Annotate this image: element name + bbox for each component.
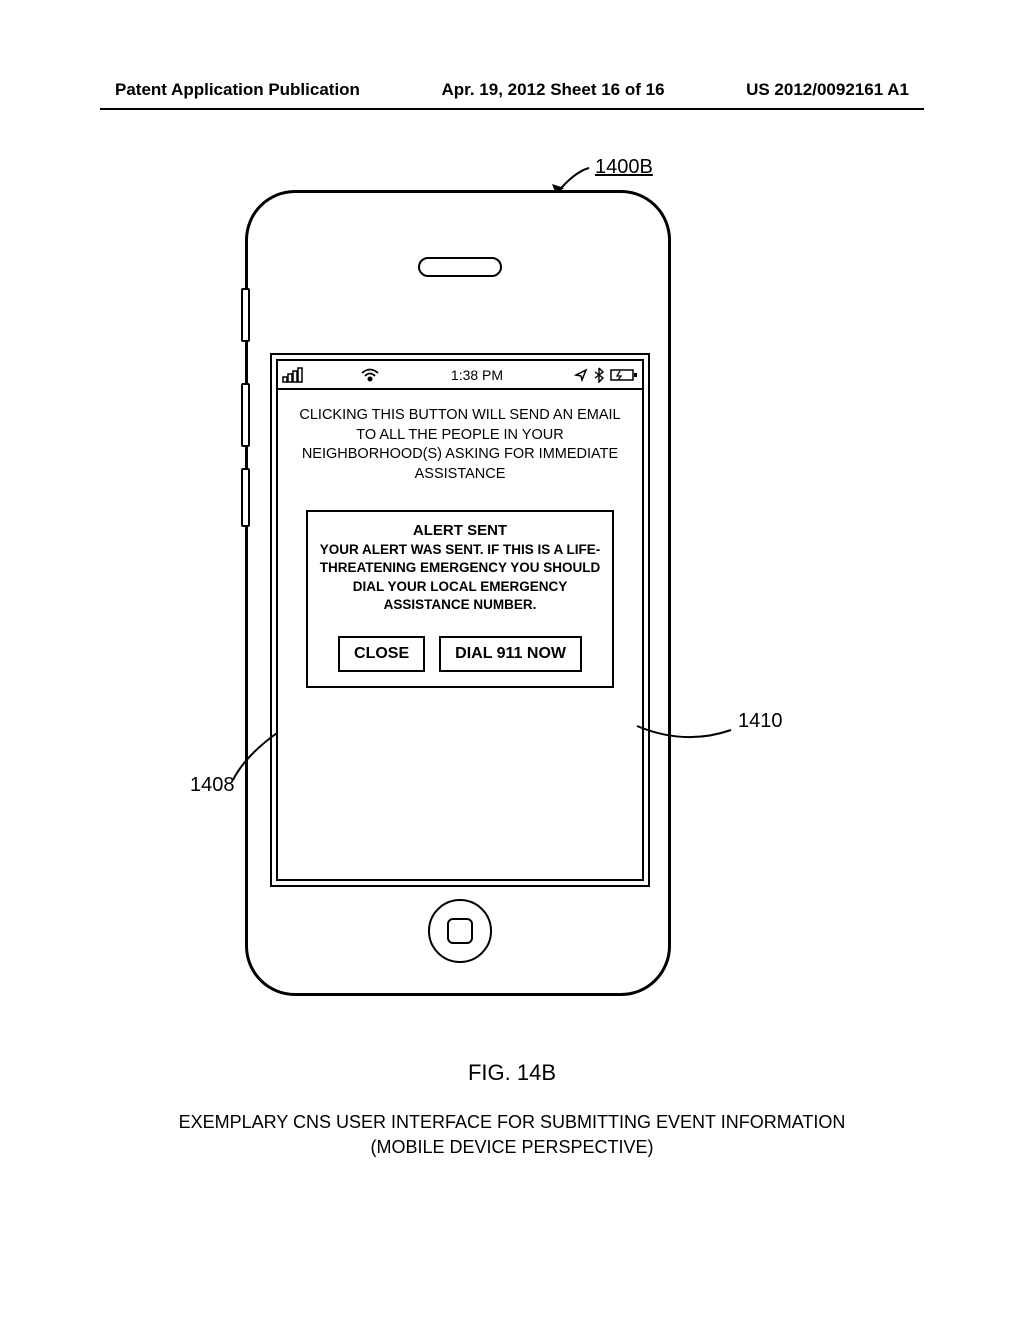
screen-outer: 1:38 PM	[270, 353, 650, 887]
header-center: Apr. 19, 2012 Sheet 16 of 16	[442, 80, 665, 100]
speaker	[418, 257, 502, 277]
ref-1410: 1410	[738, 710, 783, 733]
leader-1410	[635, 720, 735, 760]
alert-box: ALERT SENT YOUR ALERT WAS SENT. IF THIS …	[306, 510, 614, 688]
battery-icon	[610, 368, 638, 382]
header-left: Patent Application Publication	[115, 80, 360, 100]
header-rule	[100, 108, 924, 110]
alert-body: YOUR ALERT WAS SENT. IF THIS IS A LIFE-T…	[316, 541, 604, 614]
screen-inner: 1:38 PM	[276, 359, 644, 881]
side-button-1	[241, 288, 250, 342]
wifi-icon	[360, 367, 380, 383]
ref-1400b: 1400B	[595, 156, 653, 179]
home-button-inner	[447, 918, 473, 944]
location-icon	[574, 368, 588, 382]
status-bar: 1:38 PM	[278, 361, 642, 390]
alert-title: ALERT SENT	[316, 522, 604, 539]
figure-subtitle: EXEMPLARY CNS USER INTERFACE FOR SUBMITT…	[0, 1110, 1024, 1160]
home-button[interactable]	[428, 899, 492, 963]
info-text: CLICKING THIS BUTTON WILL SEND AN EMAIL …	[296, 406, 624, 484]
page-header: Patent Application Publication Apr. 19, …	[0, 80, 1024, 100]
bluetooth-icon	[594, 367, 604, 383]
side-button-3	[241, 468, 250, 527]
ref-1408: 1408	[190, 774, 235, 797]
signal-icon	[282, 367, 308, 383]
status-left	[282, 367, 380, 383]
dial-911-button[interactable]: DIAL 911 NOW	[439, 636, 582, 672]
status-right	[574, 367, 638, 383]
figure-title: FIG. 14B	[0, 1060, 1024, 1086]
screen-body: CLICKING THIS BUTTON WILL SEND AN EMAIL …	[278, 390, 642, 698]
status-time: 1:38 PM	[451, 367, 503, 383]
side-button-2	[241, 383, 250, 447]
button-row: CLOSE DIAL 911 NOW	[316, 636, 604, 672]
close-button[interactable]: CLOSE	[338, 636, 425, 672]
phone-outline: 1:38 PM	[245, 190, 671, 996]
device-wrap: 1:38 PM	[245, 190, 671, 996]
header-right: US 2012/0092161 A1	[746, 80, 909, 100]
